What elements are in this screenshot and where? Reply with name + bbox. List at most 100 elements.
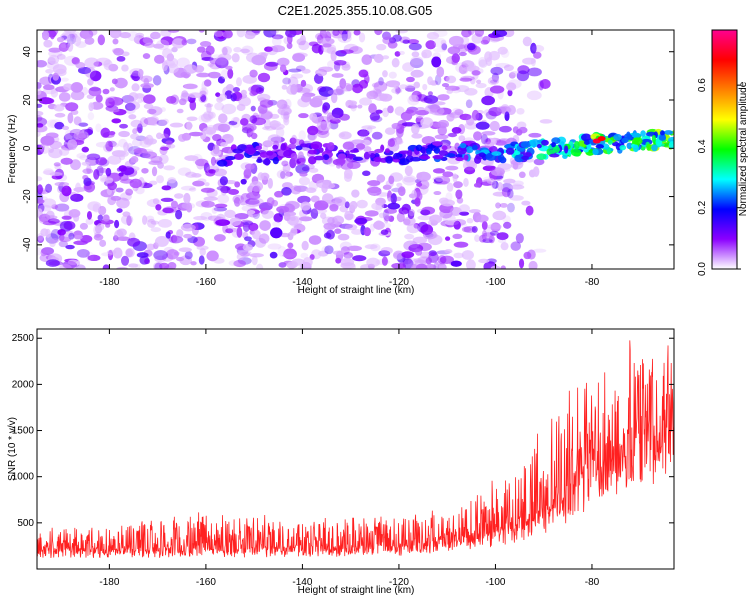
heatmap-cell <box>367 180 381 187</box>
heatmap-cell <box>344 210 354 221</box>
heatmap-cell <box>450 206 462 217</box>
heatmap-cell <box>125 248 135 258</box>
heatmap-cell <box>81 146 89 153</box>
heatmap-cell <box>243 174 250 180</box>
heatmap-cell <box>58 148 70 156</box>
heatmap-cell <box>221 103 237 115</box>
heatmap-cell <box>37 176 43 182</box>
heatmap-cell <box>507 79 522 89</box>
heatmap-cell <box>216 185 232 191</box>
heatmap-cell <box>249 253 264 258</box>
heatmap-cell <box>418 155 431 160</box>
heatmap-cell <box>39 76 53 86</box>
heatmap-cell <box>295 145 303 151</box>
heatmap-cell <box>382 107 390 118</box>
heatmap-cell <box>174 193 184 199</box>
heatmap-cell <box>495 62 510 69</box>
heatmap-cell <box>189 100 197 111</box>
heatmap-cell <box>482 238 493 244</box>
heatmap-cell <box>42 30 50 41</box>
heatmap-cell <box>87 254 101 262</box>
heatmap-cell <box>402 175 417 186</box>
heatmap-cell <box>492 210 507 221</box>
heatmap-cell <box>351 139 365 145</box>
heatmap-cell <box>412 236 428 244</box>
heatmap-cell <box>270 120 279 129</box>
heatmap-cell <box>342 262 356 269</box>
heatmap-cell <box>159 262 170 269</box>
heatmap-cell <box>382 209 390 220</box>
heatmap-cell <box>213 30 224 37</box>
heatmap-cell <box>349 200 358 210</box>
heatmap-cell <box>79 154 90 161</box>
heatmap-cell <box>259 220 271 231</box>
heatmap-cell <box>384 148 390 154</box>
heatmap-cell <box>453 181 463 189</box>
heatmap-cell <box>137 98 143 103</box>
heatmap-cell <box>442 171 454 178</box>
heatmap-cell <box>518 171 526 179</box>
heatmap-cell <box>348 46 363 54</box>
heatmap-cell <box>501 187 511 198</box>
heatmap-cell <box>45 228 51 238</box>
heatmap-cell <box>373 53 384 63</box>
heatmap-cell <box>378 250 391 257</box>
heatmap-cell <box>255 145 263 151</box>
heatmap-cell <box>219 176 228 186</box>
heatmap-cell <box>411 189 417 201</box>
heatmap-cell <box>422 83 428 91</box>
heatmap-cell <box>41 97 55 105</box>
heatmap-cell <box>154 262 163 269</box>
heatmap-cell <box>420 224 434 235</box>
heatmap-cell <box>289 137 297 145</box>
heatmap-cell <box>539 119 553 124</box>
heatmap-cell <box>458 135 466 142</box>
heatmap-cell <box>461 30 472 38</box>
heatmap-cell <box>59 220 73 232</box>
heatmap-cell <box>73 187 86 193</box>
heatmap-cell <box>283 212 291 222</box>
heatmap-cell <box>406 223 420 234</box>
heatmap-cell <box>415 248 423 256</box>
heatmap-y-ticks: -40 -20 0 20 40 <box>22 46 674 252</box>
heatmap-cell <box>420 117 434 128</box>
heatmap-cell <box>366 126 373 134</box>
heatmap-cell <box>99 157 107 165</box>
heatmap-cell <box>497 46 508 55</box>
heatmap-cell <box>300 93 312 103</box>
heatmap-cell <box>49 239 56 248</box>
heatmap-cell <box>42 198 57 208</box>
heatmap-cell <box>485 57 493 66</box>
heatmap-cell <box>460 75 475 81</box>
heatmap-cell <box>510 71 520 76</box>
heatmap-cell <box>398 262 407 269</box>
heatmap-cell <box>93 169 100 180</box>
heatmap-cell <box>510 184 525 190</box>
heatmap-cell <box>140 75 153 83</box>
heatmap-cell <box>481 95 495 106</box>
heatmap-cell <box>114 219 120 229</box>
heatmap-cell <box>663 130 674 135</box>
heatmap-cell <box>97 167 107 174</box>
heatmap-cell <box>127 237 141 247</box>
heatmap-cell <box>360 263 375 269</box>
heatmap-cell <box>433 47 446 53</box>
x-tick-label: -100 <box>485 277 505 288</box>
heatmap-cell <box>326 229 335 240</box>
y-tick-label: 40 <box>22 46 33 58</box>
heatmap-cell <box>155 132 163 140</box>
heatmap-cell <box>249 197 264 206</box>
heatmap-cell <box>148 115 160 126</box>
heatmap-cell <box>421 52 428 59</box>
heatmap-cell <box>374 148 384 153</box>
heatmap-cell <box>373 156 382 163</box>
heatmap-cell <box>88 102 94 112</box>
heatmap-cell <box>131 83 140 92</box>
heatmap-cell <box>232 87 240 93</box>
heatmap-cell <box>383 213 390 224</box>
heatmap-cell <box>163 265 173 269</box>
heatmap-cell <box>480 39 489 45</box>
heatmap-cell <box>111 48 121 54</box>
heatmap-cell <box>48 54 60 65</box>
heatmap-cell <box>73 240 88 245</box>
